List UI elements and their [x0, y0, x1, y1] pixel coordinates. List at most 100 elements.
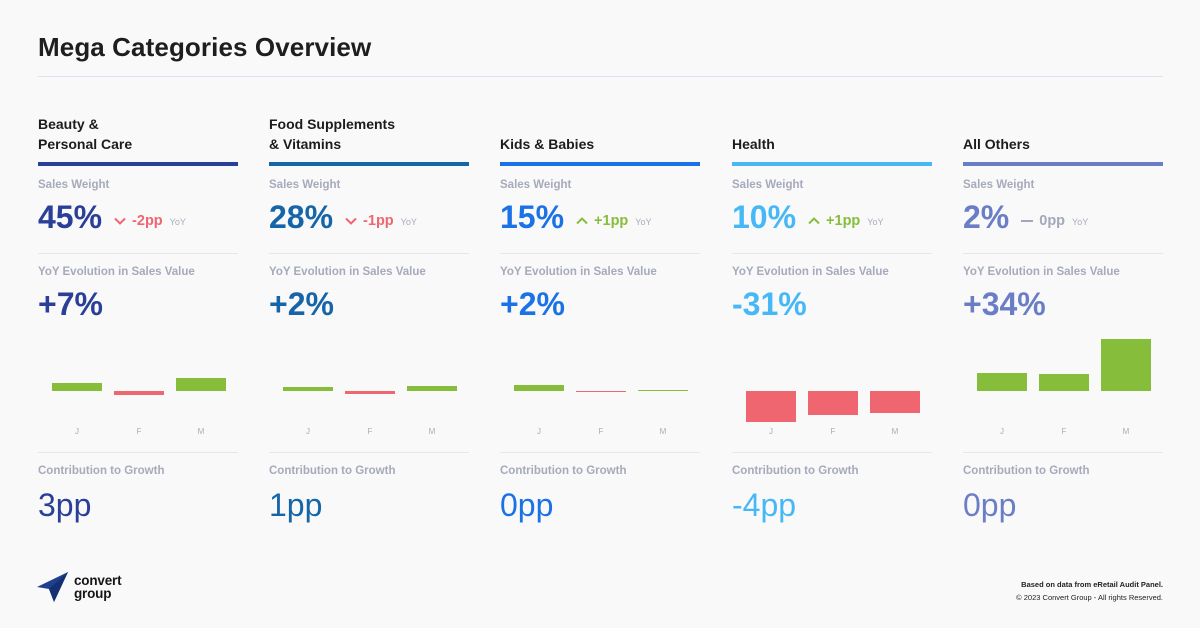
footer-notes: Based on data from eRetail Audit Panel. … — [1016, 578, 1163, 604]
category-color-bar — [963, 162, 1163, 166]
contribution-label: Contribution to Growth — [732, 465, 859, 477]
sales-weight-delta-value: +1pp — [594, 213, 629, 229]
x-tick-label: M — [892, 427, 899, 436]
sales-weight-label: Sales Weight — [732, 179, 804, 191]
bar-m — [176, 378, 226, 391]
sales-weight-value: 2% — [963, 199, 1010, 235]
category-title-line: Food Supplements — [269, 116, 395, 132]
chevron-up-icon — [808, 217, 820, 225]
yoy-evolution-value: +34% — [963, 286, 1046, 322]
bar-m — [870, 391, 920, 413]
section-divider — [963, 452, 1163, 453]
sales-weight-label: Sales Weight — [269, 179, 341, 191]
category-column-health: Health Sales Weight 10% +1pp YoY YoY Evo… — [732, 0, 932, 560]
contribution-label: Contribution to Growth — [500, 465, 627, 477]
category-color-bar — [269, 162, 469, 166]
bar-m — [1101, 339, 1151, 391]
section-divider — [500, 253, 700, 254]
category-title-line: Health — [732, 136, 775, 152]
contribution-label: Contribution to Growth — [963, 465, 1090, 477]
category-color-bar — [38, 162, 238, 166]
section-divider — [732, 253, 932, 254]
yoy-evolution-label: YoY Evolution in Sales Value — [963, 266, 1120, 278]
sales-weight-label: Sales Weight — [963, 179, 1035, 191]
yoy-evolution-label: YoY Evolution in Sales Value — [500, 266, 657, 278]
contribution-label: Contribution to Growth — [38, 465, 165, 477]
yoy-evolution-value: +2% — [500, 286, 565, 322]
chevron-down-icon — [114, 217, 126, 225]
x-tick-label: J — [769, 427, 773, 436]
yoy-evolution-label: YoY Evolution in Sales Value — [269, 266, 426, 278]
x-tick-label: F — [831, 427, 836, 436]
sales-weight-row: 10% +1pp YoY — [732, 199, 883, 235]
x-tick-label: J — [1000, 427, 1004, 436]
category-title-line: Personal Care — [38, 136, 133, 152]
category-title-line: & Vitamins — [269, 136, 342, 152]
yoy-evolution-value: -31% — [732, 286, 807, 322]
section-divider — [500, 452, 700, 453]
x-tick-label: M — [429, 427, 436, 436]
section-divider — [963, 253, 1163, 254]
category-title: Food Supplements & Vitamins — [269, 114, 469, 154]
dash-icon — [1021, 220, 1034, 222]
brand-name: convert group — [74, 573, 122, 601]
category-column-beauty: Beauty & Personal Care Sales Weight 45% … — [38, 0, 238, 560]
contribution-value: 0pp — [500, 487, 554, 523]
x-tick-label: M — [198, 427, 205, 436]
yoy-evolution-value: +2% — [269, 286, 334, 322]
yoy-suffix: YoY — [635, 217, 652, 227]
x-tick-label: M — [1123, 427, 1130, 436]
category-column-all-others: All Others Sales Weight 2% 0pp YoY YoY E… — [963, 0, 1163, 560]
x-tick-label: F — [599, 427, 604, 436]
bar-j — [514, 385, 564, 391]
sales-weight-delta-value: 0pp — [1039, 213, 1066, 229]
brand-line-1: convert — [74, 573, 122, 588]
sales-weight-delta: +1pp YoY — [576, 213, 651, 229]
sales-weight-delta: +1pp YoY — [808, 213, 883, 229]
data-source-note: Based on data from eRetail Audit Panel. — [1021, 580, 1163, 589]
sales-weight-row: 2% 0pp YoY — [963, 199, 1088, 235]
bar-j — [52, 383, 102, 391]
yoy-suffix: YoY — [169, 217, 186, 227]
category-column-food-supplements: Food Supplements & Vitamins Sales Weight… — [269, 0, 469, 560]
chevron-down-icon — [345, 217, 357, 225]
sales-weight-value: 28% — [269, 199, 334, 235]
category-title-line: Kids & Babies — [500, 136, 595, 152]
sales-weight-row: 45% -2pp YoY — [38, 199, 186, 235]
x-tick-label: J — [537, 427, 541, 436]
category-title-line: Beauty & — [38, 116, 99, 132]
bar-j — [283, 387, 333, 391]
x-tick-label: J — [75, 427, 79, 436]
section-divider — [732, 452, 932, 453]
yoy-evolution-label: YoY Evolution in Sales Value — [38, 266, 195, 278]
x-tick-label: F — [1062, 427, 1067, 436]
bar-f — [1039, 374, 1089, 391]
sales-weight-value: 45% — [38, 199, 103, 235]
bar-f — [576, 391, 626, 392]
bar-f — [345, 391, 395, 394]
bar-j — [977, 373, 1027, 391]
category-title-line: All Others — [963, 136, 1030, 152]
sales-weight-label: Sales Weight — [38, 179, 110, 191]
section-divider — [38, 452, 238, 453]
sales-weight-delta: -1pp YoY — [345, 213, 417, 229]
bar-m — [407, 386, 457, 391]
bar-j — [746, 391, 796, 422]
contribution-label: Contribution to Growth — [269, 465, 396, 477]
convert-group-logo: convert group — [36, 570, 122, 604]
sales-weight-value: 15% — [500, 199, 565, 235]
x-tick-label: F — [368, 427, 373, 436]
yoy-evolution-label: YoY Evolution in Sales Value — [732, 266, 889, 278]
sales-weight-value: 10% — [732, 199, 797, 235]
sales-weight-row: 28% -1pp YoY — [269, 199, 417, 235]
category-title: All Others — [963, 114, 1163, 154]
contribution-value: 1pp — [269, 487, 323, 523]
yoy-suffix: YoY — [1072, 217, 1089, 227]
yoy-suffix: YoY — [867, 217, 884, 227]
category-color-bar — [500, 162, 700, 166]
contribution-value: 0pp — [963, 487, 1017, 523]
